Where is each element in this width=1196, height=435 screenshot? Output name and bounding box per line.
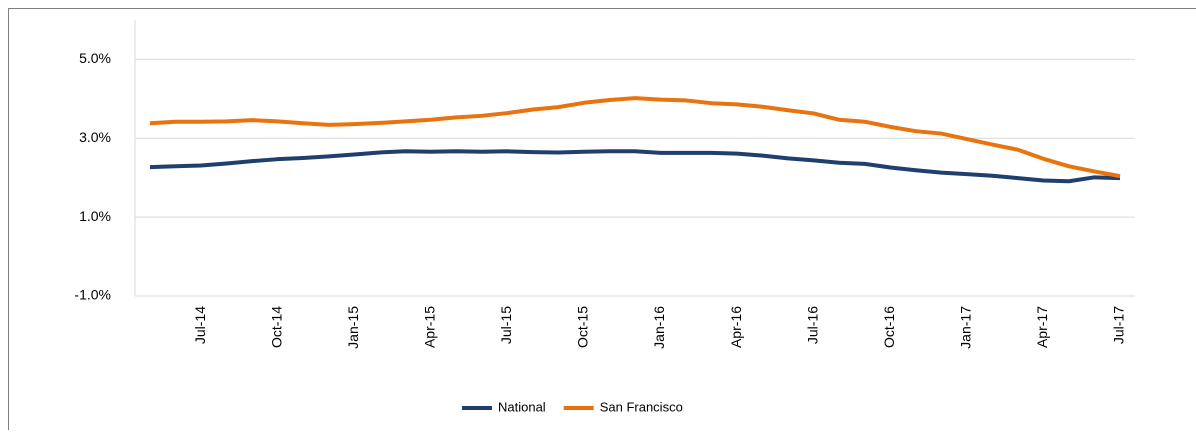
x-tick-label: Oct-16	[881, 306, 897, 348]
x-tick-label: Apr-15	[421, 306, 437, 348]
legend-label: National	[498, 399, 546, 414]
line	[150, 151, 1120, 181]
x-tick-label: Jul-17	[1111, 306, 1127, 344]
legend-label: San Francisco	[600, 399, 683, 414]
line	[150, 98, 1120, 176]
y-tick-label: 5.0%	[79, 50, 111, 66]
x-tick-label: Jul-16	[804, 306, 820, 344]
y-tick-label: 3.0%	[79, 129, 111, 145]
x-tick-label: Oct-14	[268, 306, 284, 348]
x-tick-label: Jan-17	[958, 306, 974, 349]
x-tick-label: Apr-16	[728, 306, 744, 348]
y-tick-label: -1.0%	[74, 287, 111, 303]
x-tick-label: Jan-15	[345, 306, 361, 349]
chart-border	[9, 9, 1196, 431]
x-tick-label: Apr-17	[1034, 306, 1050, 348]
x-tick-label: Jul-14	[192, 306, 208, 344]
x-tick-label: Oct-15	[575, 306, 591, 348]
x-tick-label: Jan-16	[651, 306, 667, 349]
x-tick-label: Jul-15	[498, 306, 514, 344]
y-tick-label: 1.0%	[79, 208, 111, 224]
